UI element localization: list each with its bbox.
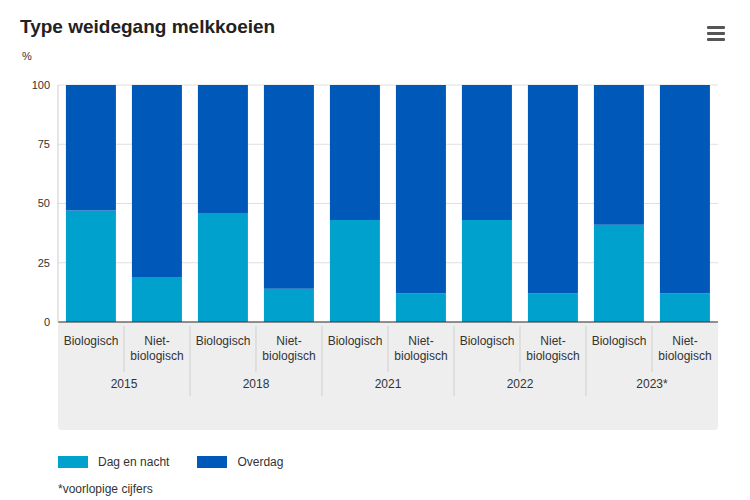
svg-text:2023*: 2023* xyxy=(636,377,668,391)
svg-text:2015: 2015 xyxy=(111,377,138,391)
html-text:*voorlopige cijfers: *voorlopige cijfers xyxy=(58,482,153,496)
svg-text:100: 100 xyxy=(32,79,50,91)
html-text:Type weidegang melkkoeien: Type weidegang melkkoeien xyxy=(20,16,276,37)
html-text:Overdag: Overdag xyxy=(237,455,284,469)
svg-text:Biologisch: Biologisch xyxy=(196,334,251,348)
svg-text:25: 25 xyxy=(38,257,50,269)
svg-text:75: 75 xyxy=(38,138,50,150)
html-text:Dag en nacht: Dag en nacht xyxy=(98,455,170,469)
svg-text:Niet-: Niet- xyxy=(408,334,433,348)
svg-text:Biologisch: Biologisch xyxy=(592,334,647,348)
svg-text:biologisch: biologisch xyxy=(526,349,579,363)
svg-text:biologisch: biologisch xyxy=(262,349,315,363)
svg-text:biologisch: biologisch xyxy=(130,349,183,363)
svg-text:0: 0 xyxy=(44,316,50,328)
svg-text:2022: 2022 xyxy=(507,377,534,391)
svg-text:Biologisch: Biologisch xyxy=(460,334,515,348)
svg-text:Niet-: Niet- xyxy=(540,334,565,348)
svg-text:Niet-: Niet- xyxy=(144,334,169,348)
svg-text:biologisch: biologisch xyxy=(658,349,711,363)
svg-text:Biologisch: Biologisch xyxy=(64,334,119,348)
svg-text:Niet-: Niet- xyxy=(672,334,697,348)
svg-text:Niet-: Niet- xyxy=(276,334,301,348)
svg-text:2018: 2018 xyxy=(243,377,270,391)
svg-text:50: 50 xyxy=(38,197,50,209)
svg-text:biologisch: biologisch xyxy=(394,349,447,363)
svg-text:2021: 2021 xyxy=(375,377,402,391)
svg-text:Biologisch: Biologisch xyxy=(328,334,383,348)
